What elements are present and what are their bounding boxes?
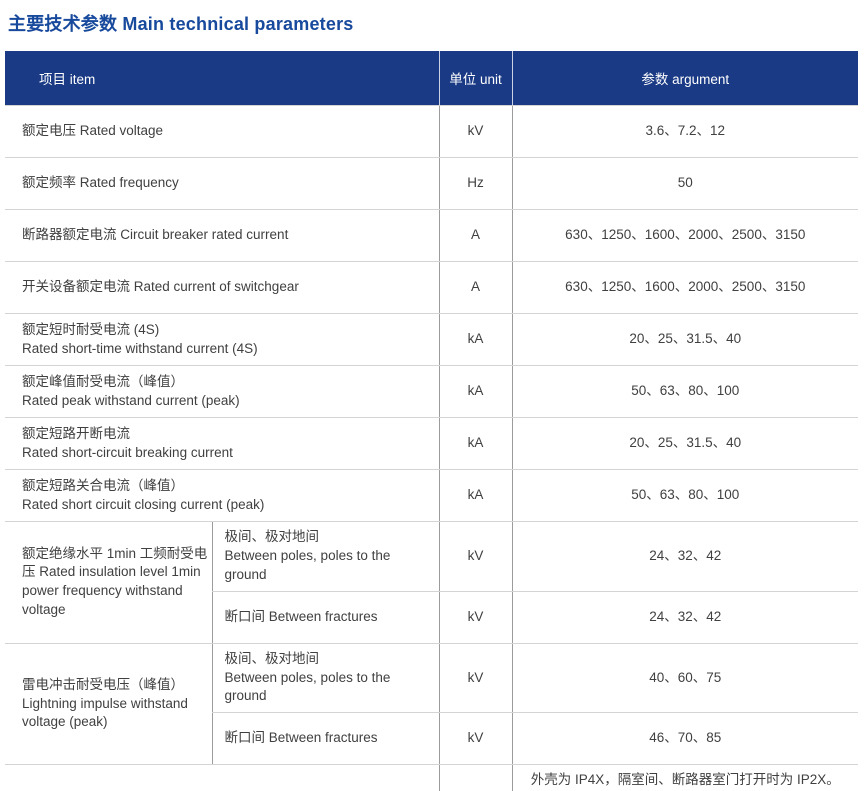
value-cell: 50、63、80、100: [512, 365, 859, 418]
value-cell: 3.6、7.2、12: [512, 105, 859, 158]
table-row: 额定短时耐受电流 (4S) Rated short-time withstand…: [5, 313, 859, 366]
group-item-cell: 雷电冲击耐受电压（峰值） Lightning impulse withstand…: [5, 643, 212, 766]
value-cell: 外壳为 IP4X，隔室间、断路器室门打开时为 IP2X。 The enclosu…: [512, 764, 859, 791]
item-label: 额定短时耐受电流 (4S) Rated short-time withstand…: [22, 321, 258, 356]
table-row: 额定电压 Rated voltage kV 3.6、7.2、12: [5, 105, 859, 158]
table-row: 额定峰值耐受电流（峰值） Rated peak withstand curren…: [5, 365, 859, 418]
item-label: 额定短路关合电流（峰值） Rated short circuit closing…: [22, 477, 265, 512]
header-item: 项目 item: [5, 51, 440, 106]
parameters-table: 项目 item 单位 unit 参数 argument 额定电压 Rated v…: [5, 51, 859, 791]
item-cell: 额定频率 Rated frequency: [5, 157, 440, 210]
item-cell: 断路器额定电流 Circuit breaker rated current: [5, 209, 440, 262]
group-item-label: 额定绝缘水平 1min 工频耐受电压 Rated insulation leve…: [22, 545, 208, 618]
table-row: 额定短路开断电流 Rated short-circuit breaking cu…: [5, 417, 859, 470]
table-row-group: 断口间 Between fractures kV 46、70、85: [5, 712, 859, 766]
table-row: 防护等级 Class of protection 外壳为 IP4X，隔室间、断路…: [5, 764, 859, 791]
sublabel: 极间、极对地间 Between poles, poles to the grou…: [224, 529, 391, 582]
sublabel-cell: 极间、极对地间 Between poles, poles to the grou…: [211, 643, 440, 714]
item-cell: 额定短路开断电流 Rated short-circuit breaking cu…: [5, 417, 440, 470]
group-item-cell: 额定绝缘水平 1min 工频耐受电压 Rated insulation leve…: [5, 521, 212, 644]
unit-cell: kA: [438, 313, 513, 366]
unit-cell: A: [438, 209, 513, 262]
header-argument: 参数 argument: [512, 51, 859, 106]
value-cell: 50: [512, 157, 859, 210]
value-cell: 46、70、85: [512, 712, 859, 766]
group-item-label: 雷电冲击耐受电压（峰值） Lightning impulse withstand…: [22, 676, 188, 730]
header-row: 项目 item 单位 unit 参数 argument: [5, 51, 859, 106]
sublabel-cell: 断口间 Between fractures: [211, 591, 440, 644]
sublabel: 断口间 Between fractures: [224, 608, 378, 624]
item-label: 额定电压 Rated voltage: [22, 123, 164, 139]
header-unit: 单位 unit: [438, 51, 513, 106]
unit-cell: kV: [438, 105, 513, 158]
item-cell: 防护等级 Class of protection: [5, 764, 440, 791]
unit-cell: kA: [438, 469, 513, 522]
value-cell: 20、25、31.5、40: [512, 313, 859, 366]
unit-cell: [438, 764, 513, 791]
sublabel-cell: 断口间 Between fractures: [211, 712, 440, 766]
sublabel: 极间、极对地间 Between poles, poles to the grou…: [224, 650, 391, 704]
value-text: 外壳为 IP4X，隔室间、断路器室门打开时为 IP2X。 The enclosu…: [530, 772, 840, 788]
table-row-group: 额定绝缘水平 1min 工频耐受电压 Rated insulation leve…: [5, 521, 859, 644]
item-label: 额定峰值耐受电流（峰值） Rated peak withstand curren…: [22, 373, 240, 408]
value-cell: 24、32、42: [512, 521, 859, 592]
item-label: 额定短路开断电流 Rated short-circuit breaking cu…: [22, 425, 233, 460]
unit-cell: kA: [438, 417, 513, 470]
item-label: 开关设备额定电流 Rated current of switchgear: [22, 279, 299, 295]
item-label: 断路器额定电流 Circuit breaker rated current: [22, 227, 289, 243]
table-row: 额定短路关合电流（峰值） Rated short circuit closing…: [5, 469, 859, 522]
item-cell: 额定电压 Rated voltage: [5, 105, 440, 158]
item-cell: 额定短时耐受电流 (4S) Rated short-time withstand…: [5, 313, 440, 366]
unit-cell: kV: [438, 643, 513, 714]
sublabel-cell: 极间、极对地间 Between poles, poles to the grou…: [211, 521, 440, 592]
item-label: 额定频率 Rated frequency: [22, 175, 179, 191]
value-cell: 40、60、75: [512, 643, 859, 714]
unit-cell: Hz: [438, 157, 513, 210]
value-cell: 24、32、42: [512, 591, 859, 644]
sublabel: 断口间 Between fractures: [224, 730, 378, 746]
table-row: 额定频率 Rated frequency Hz 50: [5, 157, 859, 210]
table-row: 断路器额定电流 Circuit breaker rated current A …: [5, 209, 859, 262]
unit-cell: A: [438, 261, 513, 314]
item-cell: 额定峰值耐受电流（峰值） Rated peak withstand curren…: [5, 365, 440, 418]
item-cell: 额定短路关合电流（峰值） Rated short circuit closing…: [5, 469, 440, 522]
value-cell: 50、63、80、100: [512, 469, 859, 522]
table-row-group: 雷电冲击耐受电压（峰值） Lightning impulse withstand…: [5, 643, 859, 766]
unit-cell: kV: [438, 712, 513, 766]
table-header: 项目 item 单位 unit 参数 argument: [5, 51, 859, 106]
table-row-group: 断口间 Between fractures kV 24、32、42: [5, 591, 859, 644]
value-cell: 630、1250、1600、2000、2500、3150: [512, 261, 859, 314]
table-row: 开关设备额定电流 Rated current of switchgear A 6…: [5, 261, 859, 314]
page-title: 主要技术参数 Main technical parameters: [8, 14, 354, 34]
item-cell: 开关设备额定电流 Rated current of switchgear: [5, 261, 440, 314]
unit-cell: kA: [438, 365, 513, 418]
value-cell: 20、25、31.5、40: [512, 417, 859, 470]
unit-cell: kV: [438, 591, 513, 644]
unit-cell: kV: [438, 521, 513, 592]
value-cell: 630、1250、1600、2000、2500、3150: [512, 209, 859, 262]
